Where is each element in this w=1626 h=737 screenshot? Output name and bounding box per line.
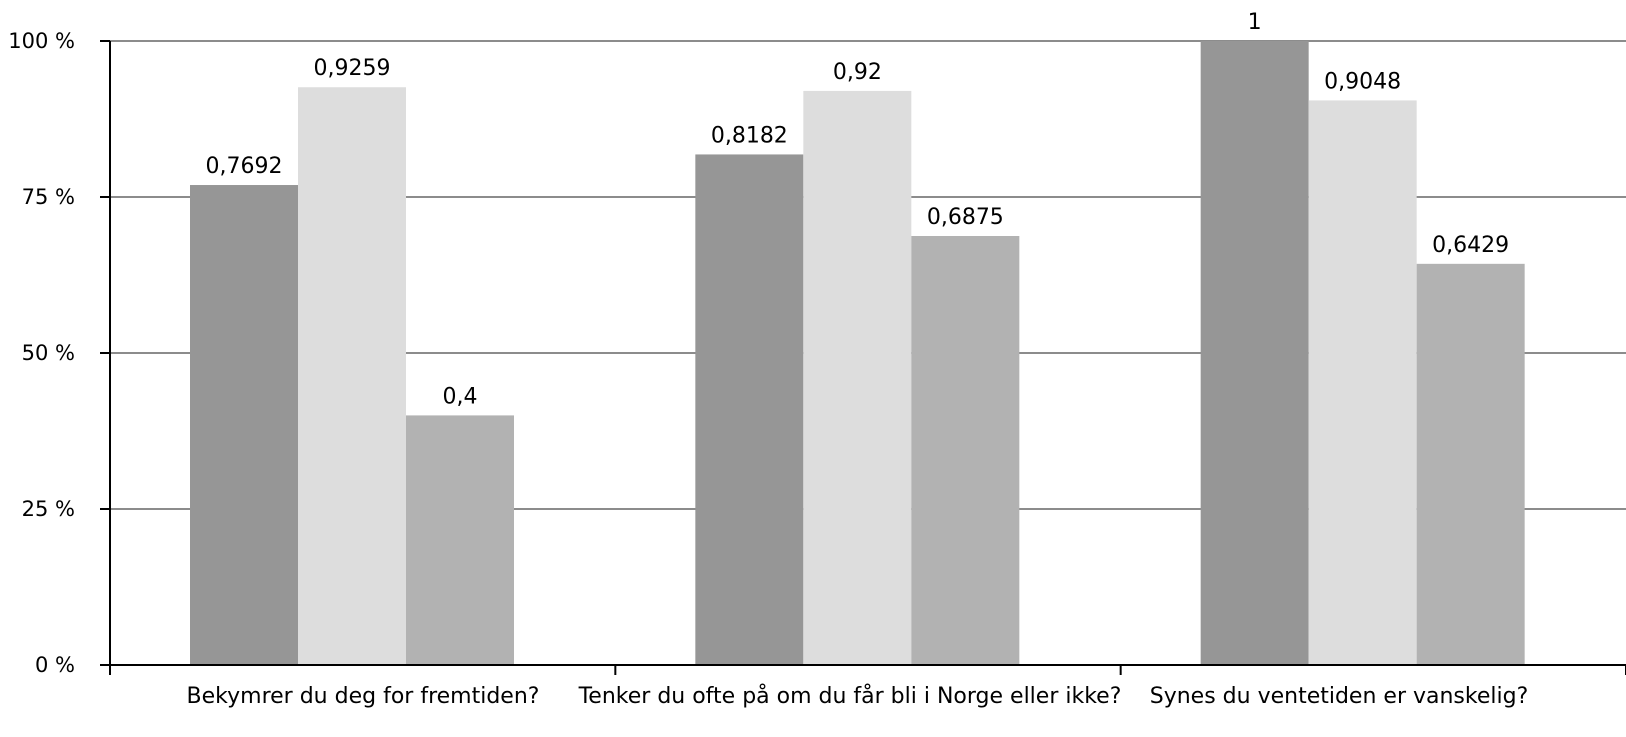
data-label: 1 [1248,10,1262,35]
bar [406,415,514,665]
x-category-label: Bekymrer du deg for fremtiden? [187,684,540,709]
category-labels: Bekymrer du deg for fremtiden? Tenker du … [187,683,1529,709]
bar [1200,41,1309,665]
bars [190,41,1525,666]
y-tick-label: 75 % [22,185,75,209]
y-tick-label: 0 % [35,653,75,677]
data-label: 0,4 [443,384,478,409]
data-label: 0,9259 [314,56,391,81]
bar [1308,100,1417,666]
bar [911,236,1020,665]
bar [190,185,298,665]
data-label: 0,7692 [206,154,283,179]
data-label: 0,6875 [927,205,1004,230]
bar [1416,263,1525,665]
x-category-label: Synes du ventetiden er vanskelig? [1150,684,1529,709]
data-labels: 0,7692 0,9259 0,4 0,8182 0,92 0,6875 1 0,9048 0,… [206,10,1510,409]
data-label: 0,8182 [711,123,788,148]
data-label: 0,9048 [1324,69,1401,94]
axes [100,41,1626,675]
y-tick-label: 50 % [22,341,75,365]
y-axis-ticks: 0 % 25 % 50 % 75 % 100 % [8,29,110,677]
data-label: 0,92 [833,60,882,85]
data-label: 0,6429 [1432,233,1509,258]
bar [695,154,804,665]
bar [803,90,912,666]
bar [298,87,406,665]
y-tick-label: 100 % [8,29,75,53]
y-tick-label: 25 % [22,497,75,521]
x-category-label: Tenker du ofte på om du får bli i Norge … [578,683,1122,709]
